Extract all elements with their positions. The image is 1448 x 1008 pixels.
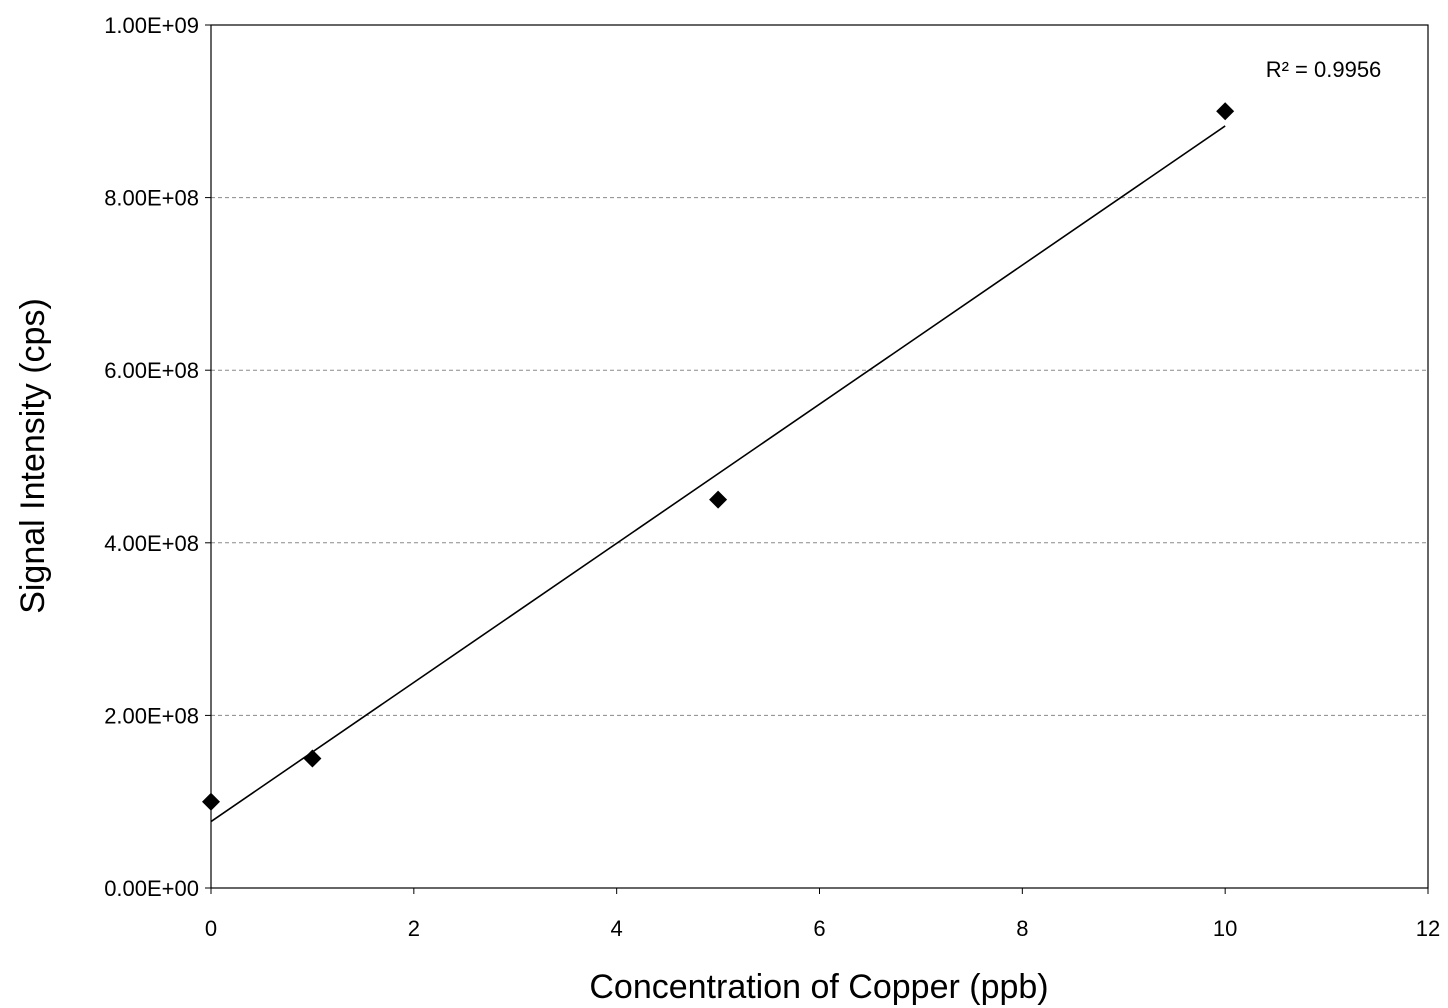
y-tick-label-1: 2.00E+08 bbox=[104, 703, 199, 728]
y-tick-label-2: 4.00E+08 bbox=[104, 531, 199, 556]
y-tick-label-5: 1.00E+09 bbox=[104, 13, 199, 38]
y-axis-tick-labels: 0.00E+00 2.00E+08 4.00E+08 6.00E+08 8.00E+08… bbox=[104, 13, 211, 901]
data-point-0-1 bbox=[303, 750, 321, 768]
data-point-0-3 bbox=[1216, 102, 1234, 120]
y-tick-label-3: 6.00E+08 bbox=[104, 358, 199, 383]
x-tick-label-3: 6 bbox=[813, 916, 825, 941]
x-tick-label-2: 4 bbox=[611, 916, 623, 941]
x-tick-label-6: 12 bbox=[1416, 916, 1440, 941]
x-axis-title: Concentration of Copper (ppb) bbox=[589, 968, 1048, 1006]
y-tick-label-4: 8.00E+08 bbox=[104, 186, 199, 211]
x-axis-tick-labels: 0 2 4 6 8 10 12 bbox=[205, 888, 1440, 941]
x-tick-label-0: 0 bbox=[205, 916, 217, 941]
trendline-layer bbox=[211, 126, 1225, 822]
y-axis-title: Signal Intensity (cps) bbox=[14, 298, 52, 614]
grid-lines bbox=[211, 198, 1428, 716]
data-point-0-0 bbox=[202, 793, 220, 811]
plot-area-border bbox=[211, 25, 1428, 888]
trendline bbox=[211, 126, 1225, 822]
y-tick-label-0: 0.00E+00 bbox=[104, 876, 199, 901]
x-tick-label-4: 8 bbox=[1016, 916, 1028, 941]
x-tick-label-1: 2 bbox=[408, 916, 420, 941]
data-point-0-2 bbox=[709, 491, 727, 509]
x-tick-label-5: 10 bbox=[1213, 916, 1237, 941]
annotations: R² = 0.9956 bbox=[1266, 57, 1382, 82]
r-squared-label: R² = 0.9956 bbox=[1266, 57, 1382, 82]
data-markers bbox=[202, 102, 1234, 810]
